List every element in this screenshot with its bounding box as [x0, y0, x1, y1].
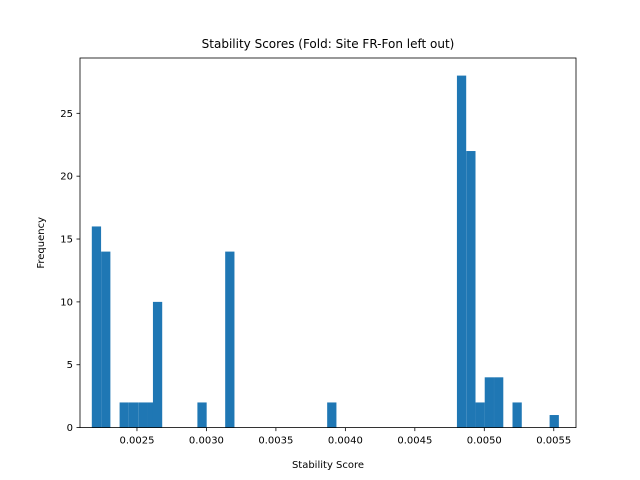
y-tick-label: 15: [60, 235, 73, 246]
histogram-bar: [147, 402, 157, 428]
x-tick-label: 0.0035: [258, 436, 293, 447]
histogram-bar: [512, 402, 522, 428]
y-tick-label: 25: [60, 109, 73, 120]
plot-area: [80, 58, 576, 428]
histogram-bar: [494, 377, 504, 428]
axes-frame: [79, 57, 577, 429]
histogram-bar: [138, 402, 148, 428]
histogram-bar: [197, 402, 207, 428]
histogram-bar: [327, 402, 337, 428]
y-axis-label: Frequency: [36, 217, 47, 269]
x-tick-label: 0.0030: [189, 436, 224, 447]
histogram-bar: [101, 251, 111, 428]
y-tick-label: 5: [67, 360, 73, 371]
y-axis-ticks: 0 5 10 15 20 25: [60, 109, 80, 434]
y-tick-label: 10: [60, 297, 73, 308]
bars-group: [91, 75, 559, 428]
x-tick-label: 0.0050: [467, 436, 502, 447]
x-tick-label: 0.0055: [536, 436, 571, 447]
y-tick-label: 0: [67, 423, 73, 434]
x-tick-label: 0.0045: [397, 436, 432, 447]
histogram-bar: [475, 402, 485, 428]
histogram-bar: [466, 151, 476, 428]
y-tick-label: 20: [60, 172, 73, 183]
histogram-bar: [484, 377, 494, 428]
histogram-bar: [119, 402, 129, 428]
histogram-bar: [225, 251, 235, 428]
x-tick-label: 0.0025: [119, 436, 154, 447]
histogram-bar: [456, 75, 467, 428]
x-axis-label: Stability Score: [292, 460, 364, 471]
x-tick-label: 0.0040: [328, 436, 363, 447]
histogram-bar: [128, 402, 139, 428]
x-axis-ticks: 0.0025 0.0030 0.0035 0.0040 0.0045 0.0050 0.00…: [119, 427, 571, 447]
chart-title: Stability Scores (Fold: Site FR-Fon left…: [202, 37, 455, 51]
histogram-bar: [91, 226, 102, 428]
histogram-bar: [152, 301, 163, 428]
histogram-bar: [549, 415, 559, 428]
